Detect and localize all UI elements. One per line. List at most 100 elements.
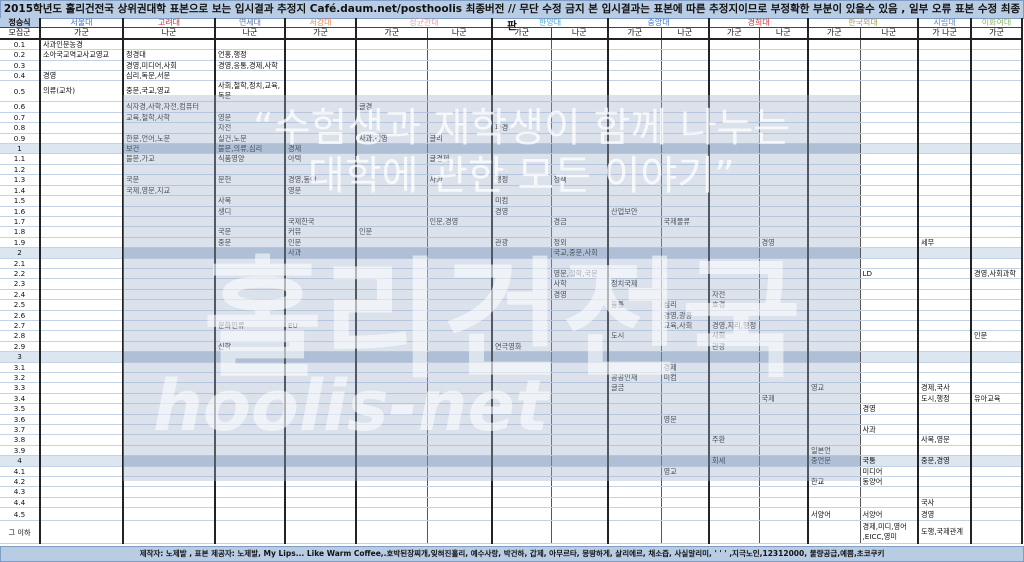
cell-hy_na xyxy=(551,153,610,165)
cell-hy_na xyxy=(551,382,610,394)
cell-hy_na xyxy=(551,330,610,342)
cell-skku_ga: 글경 xyxy=(356,101,428,113)
table-row: 2.2 영문,철학,국문 LD 경영,사회과학 xyxy=(0,268,1024,280)
score-cell: 4.4 xyxy=(0,497,41,509)
score-cell: 0.6 xyxy=(0,101,41,113)
cell-ku xyxy=(123,226,216,238)
cell-hufs_ga xyxy=(808,237,861,249)
cell-kh_ga xyxy=(709,70,760,82)
cell-uos xyxy=(918,164,973,176)
cell-kh_ga xyxy=(709,153,760,165)
cell-skku_ga xyxy=(356,237,428,249)
cell-ku xyxy=(123,403,216,415)
cell-sg xyxy=(285,206,357,217)
cell-hy_na: 경금 xyxy=(551,216,610,228)
cell-kh_na xyxy=(759,289,810,301)
cell-ca_ga xyxy=(608,133,662,145)
cell-ca_ga xyxy=(608,393,662,405)
cell-ca_na xyxy=(661,49,711,61)
cell-ca_na xyxy=(661,268,711,280)
cell-hufs_ga xyxy=(808,122,861,134)
cell-kh_ga xyxy=(709,372,760,384)
cell-skku_ga xyxy=(356,258,428,269)
cell-sg xyxy=(285,60,357,72)
cell-hy_ga xyxy=(492,143,552,155)
cell-skku_ga xyxy=(356,362,428,374)
cell-skku_ga xyxy=(356,434,428,446)
score-cell: 1.4 xyxy=(0,185,41,197)
university-header: 한양대 xyxy=(492,18,610,29)
cell-hy_ga xyxy=(492,268,552,280)
cell-skku_na xyxy=(427,299,494,311)
score-cell: 3.7 xyxy=(0,424,41,436)
cell-kh_na xyxy=(759,455,810,467)
cell-skku_ga: 인문 xyxy=(356,226,428,238)
cell-skku_ga xyxy=(356,445,428,457)
score-cell: 3.9 xyxy=(0,445,41,457)
table-row: 2.4 경영 자전 xyxy=(0,289,1024,301)
cell-yon: 언홍,행정 xyxy=(215,49,286,61)
cell-ku xyxy=(123,497,216,509)
cell-ewha xyxy=(971,49,1024,61)
cell-skku_na xyxy=(427,258,494,269)
cell-hufs_na xyxy=(860,299,920,311)
score-cell: 1.9 xyxy=(0,237,41,249)
cell-ewha xyxy=(971,38,1024,51)
cell-kh_ga xyxy=(709,174,760,186)
cell-skku_na xyxy=(427,80,494,103)
cell-ku xyxy=(123,330,216,342)
group-header: 가군 xyxy=(492,27,552,40)
cell-hufs_ga xyxy=(808,206,861,217)
cell-hy_ga xyxy=(492,434,552,446)
cell-hufs_ga xyxy=(808,341,861,353)
table-row: 2.6 경영,광홍 xyxy=(0,310,1024,321)
university-header: 한국외대 xyxy=(808,18,920,29)
cell-kh_na xyxy=(759,133,810,145)
cell-ku: 심리,독문,서문 xyxy=(123,70,216,82)
cell-ewha xyxy=(971,382,1024,394)
cell-ku xyxy=(123,268,216,280)
cell-sg xyxy=(285,424,357,436)
cell-ewha xyxy=(971,112,1024,124)
cell-ca_ga xyxy=(608,49,662,61)
cell-ewha xyxy=(971,60,1024,72)
cell-hy_ga xyxy=(492,49,552,61)
cell-skku_na xyxy=(427,164,494,176)
score-cell: 1.2 xyxy=(0,164,41,176)
cell-hy_na xyxy=(551,49,610,61)
cell-uos: 도시,행정 xyxy=(918,393,973,405)
cell-ca_na xyxy=(661,424,711,436)
cell-kh_na xyxy=(759,476,810,488)
cell-uos: 경제,국사 xyxy=(918,382,973,394)
score-cell: 3 xyxy=(0,351,41,363)
cell-ku xyxy=(123,424,216,436)
cell-ca_ga xyxy=(608,226,662,238)
cell-hufs_ga xyxy=(808,466,861,478)
cell-snu xyxy=(40,226,124,238)
cell-kh_ga xyxy=(709,497,760,509)
cell-yon xyxy=(215,101,286,113)
cell-snu xyxy=(40,382,124,394)
cell-skku_na xyxy=(427,289,494,301)
cell-yon xyxy=(215,289,286,301)
cell-ku xyxy=(123,414,216,426)
cell-yon xyxy=(215,351,286,363)
cell-ewha xyxy=(971,143,1024,155)
cell-ca_na xyxy=(661,122,711,134)
cell-kh_na xyxy=(759,258,810,269)
cell-ku: 정경대 xyxy=(123,49,216,61)
score-cell: 3.3 xyxy=(0,382,41,394)
cell-snu xyxy=(40,362,124,374)
cell-yon: 국문 xyxy=(215,226,286,238)
cell-snu xyxy=(40,153,124,165)
cell-ku xyxy=(123,372,216,384)
cell-hufs_na xyxy=(860,185,920,197)
cell-ca_ga xyxy=(608,80,662,103)
cell-kh_ga xyxy=(709,101,760,113)
cell-uos xyxy=(918,351,973,363)
score-cell: 3.5 xyxy=(0,403,41,415)
cell-skku_ga xyxy=(356,60,428,72)
cell-ca_ga xyxy=(608,486,662,498)
cell-ewha xyxy=(971,507,1024,522)
cell-ewha xyxy=(971,320,1024,332)
